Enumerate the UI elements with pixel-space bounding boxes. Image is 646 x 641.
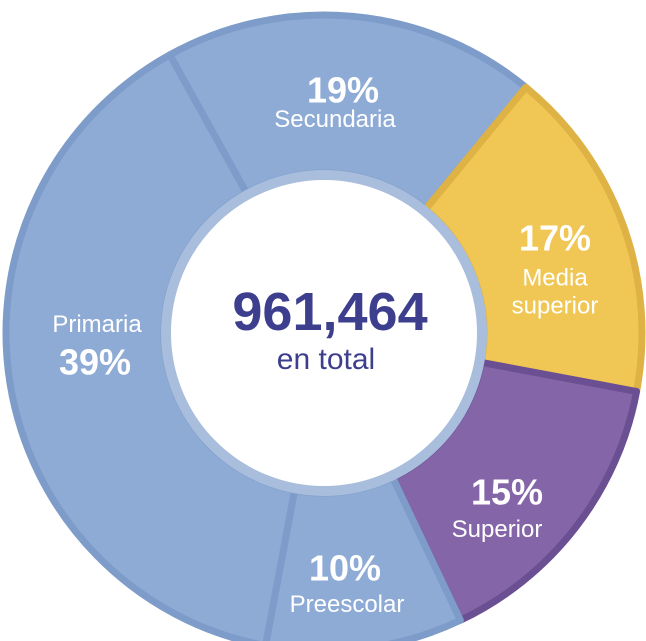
value-label: 19% [306, 69, 380, 111]
value-label: 39% [58, 341, 132, 383]
segment-name: Secundaria [274, 106, 396, 134]
total-label: en total [276, 343, 376, 376]
total: 961,464 [232, 282, 428, 342]
value-label: 15% [470, 471, 544, 513]
segment-name: Primaria [52, 311, 142, 339]
value-label: 17% [518, 217, 592, 259]
segment-name: Media superior [511, 264, 599, 319]
inner-rim [161, 170, 487, 496]
value-label: 10% [308, 547, 382, 589]
segment-name: Preescolar [289, 591, 405, 619]
segment-name: Superior [451, 516, 543, 544]
